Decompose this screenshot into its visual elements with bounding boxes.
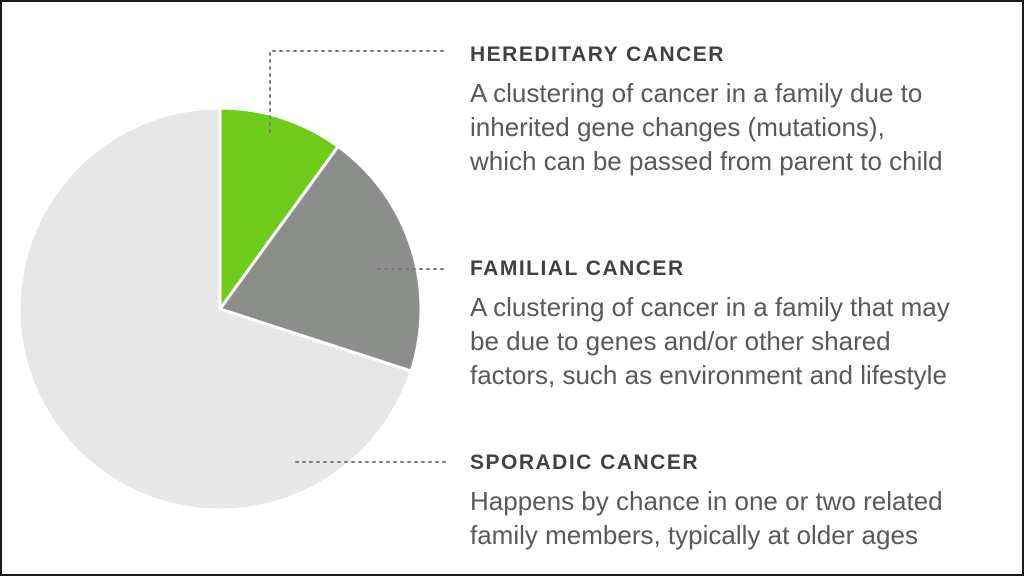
desc-line: A clustering of cancer in a family due t… (470, 78, 923, 108)
legend-desc-hereditary: A clustering of cancer in a family due t… (470, 76, 1010, 178)
legend-title-hereditary: HEREDITARY CANCER (470, 43, 725, 66)
desc-line: which can be passed from parent to child (470, 146, 943, 176)
legend-title-familial: FAMILIAL CANCER (470, 257, 685, 280)
legend-hereditary: HEREDITARY CANCER A clustering of cancer… (470, 42, 1010, 178)
desc-line: family members, typically at older ages (470, 520, 918, 550)
desc-line: inherited gene changes (mutations), (470, 112, 885, 142)
desc-line: A clustering of cancer in a family that … (470, 292, 950, 322)
legend-familial: FAMILIAL CANCER A clustering of cancer i… (470, 256, 1010, 392)
desc-line: Happens by chance in one or two related (470, 486, 943, 516)
slice-hereditary (218, 106, 340, 311)
legend-desc-sporadic: Happens by chance in one or two related … (470, 484, 1010, 552)
leader-hereditary (269, 50, 449, 133)
desc-line: be due to genes and/or other shared (470, 326, 891, 356)
slice-sporadic (17, 106, 413, 512)
legend-title-sporadic: SPORADIC CANCER (470, 451, 700, 474)
desc-line: factors, such as environment and lifesty… (470, 360, 947, 390)
legend-sporadic: SPORADIC CANCER Happens by chance in one… (470, 450, 1010, 552)
legend-desc-familial: A clustering of cancer in a family that … (470, 290, 1010, 392)
slice-familial (218, 144, 423, 373)
